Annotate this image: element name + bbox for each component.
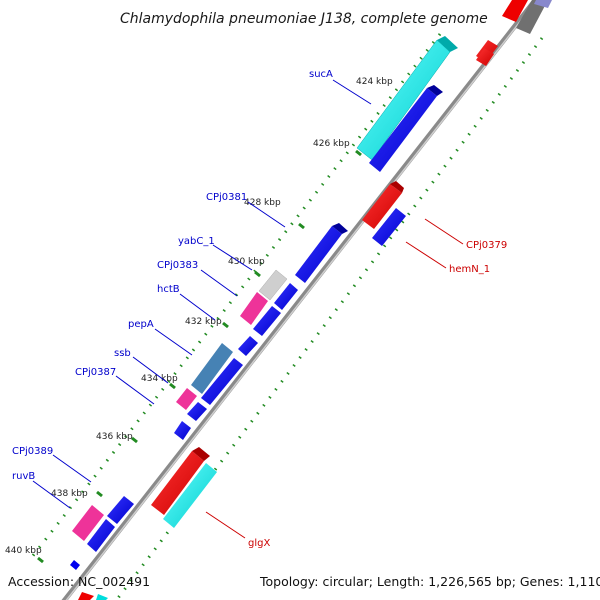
- leader-line: [332, 79, 372, 105]
- tick-label: 428 kbp: [244, 198, 281, 208]
- gene-pink: [72, 505, 104, 541]
- gene-label-CPj0387: CPj0387: [75, 367, 116, 378]
- genome-summary-text: Topology: circular; Length: 1,226,565 bp…: [259, 574, 600, 589]
- gene-label-hemN_1: hemN_1: [449, 264, 490, 275]
- leader-line: [212, 244, 253, 271]
- leader-line: [32, 480, 71, 509]
- tick-label: 426 kbp: [313, 139, 350, 149]
- tick-label: 434 kbp: [141, 374, 178, 384]
- map-title: Chlamydophila pneumoniae J138, complete …: [120, 11, 488, 27]
- gene-forward: [253, 306, 281, 336]
- gene-label-ssb: ssb: [114, 348, 131, 359]
- gene-cyan-sucA: [356, 39, 451, 161]
- leader-line: [200, 269, 238, 297]
- tick-ring-inner: [116, 37, 544, 599]
- gene-purple-partial: [534, 0, 552, 8]
- leader-line: [424, 218, 464, 245]
- gene-label-CPj0383: CPj0383: [157, 260, 198, 271]
- gene-label-ruvB: ruvB: [12, 471, 35, 482]
- gene-forward: [274, 283, 298, 310]
- gene-pink: [176, 388, 197, 410]
- gene-label-sucA: sucA: [309, 69, 333, 80]
- gene-reverse-partial: [78, 592, 94, 600]
- gene-forward: [87, 519, 115, 552]
- tick-label: 424 kbp: [356, 77, 393, 87]
- gene-forward: [295, 226, 342, 283]
- gene-label-yabC_1: yabC_1: [178, 236, 215, 247]
- tick-ring-outer: [26, 33, 442, 563]
- gene-cyan: [163, 463, 217, 528]
- gene-reverse-partial: [502, 0, 528, 22]
- gene-forward: [174, 421, 191, 440]
- leader-line: [52, 454, 92, 483]
- gene-forward: [238, 336, 258, 356]
- gene-forward: [201, 358, 243, 405]
- gene-reverse: [476, 48, 494, 66]
- gene-label-hctB: hctB: [157, 284, 180, 295]
- genome-backbone: [61, 0, 539, 600]
- leader-line: [405, 241, 447, 269]
- tick-label: 430 kbp: [228, 257, 265, 267]
- gene-label-CPj0389: CPj0389: [12, 446, 53, 457]
- tick-label: 440 kbp: [5, 546, 42, 556]
- gene-grey: [258, 269, 288, 301]
- gene-grey-partial: [516, 0, 548, 34]
- gene-reverse-glgX: [151, 451, 204, 515]
- tick-label: 432 kbp: [185, 317, 222, 327]
- gene-label-CPj0379: CPj0379: [466, 240, 507, 251]
- gene-reverse-CPj0379: [362, 184, 402, 229]
- gene-forward: [70, 560, 80, 570]
- leader-line: [247, 201, 286, 228]
- gene-forward-hemN_1: [372, 208, 406, 246]
- leader-line: [205, 511, 246, 539]
- tick-label: 436 kbp: [96, 432, 133, 442]
- gene-label-CPj0381: CPj0381: [206, 192, 247, 203]
- leader-line: [154, 328, 193, 356]
- gene-cyan-partial: [96, 594, 108, 600]
- gene-label-pepA: pepA: [128, 319, 154, 330]
- accession-text: Accession: NC_002491: [8, 574, 150, 589]
- gene-forward: [187, 402, 207, 421]
- gene-forward: [369, 88, 437, 172]
- tick-label: 438 kbp: [51, 489, 88, 499]
- gene-label-glgX: glgX: [248, 538, 270, 549]
- leader-line: [179, 293, 216, 321]
- leader-line: [115, 375, 155, 405]
- gene-forward: [107, 496, 134, 524]
- gene-pink: [240, 292, 268, 325]
- gene-steel-pepA: [191, 343, 233, 394]
- leader-line: [132, 356, 169, 384]
